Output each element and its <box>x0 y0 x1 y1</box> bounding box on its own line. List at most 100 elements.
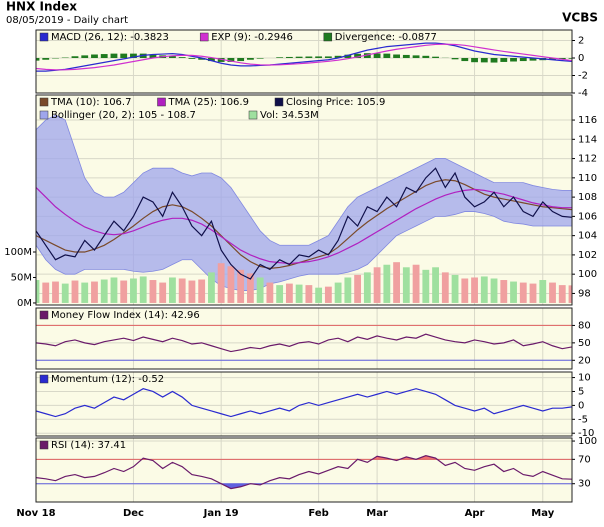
divergence-bar <box>208 58 215 62</box>
y-tick-label: 30 <box>578 479 591 490</box>
divergence-bar <box>549 58 556 60</box>
divergence-bar <box>324 56 332 58</box>
divergence-bar <box>42 58 50 60</box>
divergence-bar <box>519 58 527 62</box>
volume-bar <box>402 267 410 303</box>
volume-bar <box>344 277 352 303</box>
divergence-bar <box>305 56 313 58</box>
volume-bar <box>61 283 69 303</box>
volume-bar <box>130 278 137 303</box>
legend-swatch <box>39 32 49 42</box>
y-tick-label: 100 <box>578 436 597 447</box>
volume-bar <box>188 280 196 303</box>
y-tick-label: 80 <box>578 320 591 331</box>
volume-bar <box>383 264 391 303</box>
legend: MACD (26, 12): -0.3823 EXP (9): -0.2946 Di… <box>39 32 437 43</box>
y-tick-label: 112 <box>578 154 597 165</box>
divergence-bar <box>500 58 508 62</box>
divergence-bar <box>315 56 323 58</box>
x-tick-label: Dec <box>123 508 144 519</box>
divergence-bar <box>432 56 439 58</box>
plot <box>36 324 572 361</box>
volume-bar <box>208 272 215 303</box>
panel: 100 70 30 RSI (14): 37.41 <box>35 436 597 503</box>
divergence-bar <box>91 54 98 58</box>
legend-swatch <box>39 374 49 384</box>
y-tick-label: 110 <box>578 173 597 184</box>
volume-bar <box>539 280 547 303</box>
line <box>36 333 572 353</box>
legend: TMA (10): 106.7 TMA (25): 106.9 Closing Pr… <box>39 97 385 121</box>
legend-swatch <box>248 110 258 120</box>
divergence-bar <box>529 58 537 61</box>
x-tick-label: Nov 18 <box>16 508 55 519</box>
y-tick-label: 106 <box>578 211 597 222</box>
legend-label: Money Flow Index (14): 42.96 <box>51 310 200 321</box>
line <box>36 179 572 270</box>
legend-swatch <box>39 97 49 107</box>
divergence-bar <box>71 56 79 58</box>
volume-bar <box>227 266 235 303</box>
divergence-bar <box>412 55 420 58</box>
chart-title: HNX Index <box>6 0 77 14</box>
volume-bar <box>500 280 508 303</box>
volume-bar <box>52 281 59 303</box>
y2-tick-label: 0M <box>17 298 32 309</box>
divergence-bar <box>383 53 391 58</box>
volume-bar <box>100 279 108 303</box>
x-tick-label: May <box>531 508 554 519</box>
volume-bar <box>354 274 362 303</box>
volume-bar <box>149 280 157 303</box>
volume-bar <box>373 267 381 303</box>
volume-bar <box>461 278 469 303</box>
y-tick-label: -2 <box>578 71 588 82</box>
panel-border <box>35 371 573 437</box>
divergence-bar <box>285 56 293 58</box>
divergence-bar <box>393 54 400 58</box>
line <box>36 167 572 280</box>
legend: Momentum (12): -0.52 <box>39 374 164 385</box>
volume-bar <box>324 286 332 303</box>
volume-bar <box>549 282 556 303</box>
volume-bar <box>81 282 89 303</box>
legend: RSI (14): 37.41 <box>39 440 126 451</box>
volume-bar <box>305 285 313 303</box>
volume-bar <box>432 267 439 303</box>
divergence-bar <box>217 58 225 62</box>
volume-bar <box>217 263 225 303</box>
plot <box>36 42 572 72</box>
volume-bar <box>139 276 147 303</box>
divergence-bar <box>558 58 566 60</box>
volume-bar <box>110 277 118 303</box>
divergence-bar <box>402 54 410 58</box>
volume-bar <box>120 280 128 303</box>
volume-bar <box>480 276 488 303</box>
plot <box>36 455 572 490</box>
volume-bar <box>451 274 459 303</box>
divergence-bar <box>422 55 430 58</box>
legend-swatch <box>39 110 49 120</box>
volume-bar <box>285 283 293 303</box>
line <box>36 187 572 265</box>
legend-swatch <box>39 440 49 450</box>
divergence-bar <box>169 55 176 58</box>
legend-swatch <box>199 32 209 42</box>
volume-bar <box>256 277 264 303</box>
volume-bar <box>246 273 254 303</box>
legend-swatch <box>274 97 284 107</box>
volume-bar <box>159 282 167 303</box>
volume-bar <box>169 277 176 303</box>
divergence-bar <box>120 53 128 58</box>
legend-label: RSI (14): 37.41 <box>51 440 126 451</box>
volume-bar <box>71 280 79 303</box>
y-tick-label: 114 <box>578 134 597 145</box>
x-tick-label: Jan 19 <box>203 508 239 519</box>
volume-bar <box>315 287 323 303</box>
divergence-bar <box>451 58 459 60</box>
legend-swatch <box>39 310 49 320</box>
panel: 80 50 20 Money Flow Index (14): 42.96 <box>35 307 591 370</box>
panel-border <box>35 94 573 306</box>
line <box>36 42 572 72</box>
panel-border <box>35 29 573 94</box>
